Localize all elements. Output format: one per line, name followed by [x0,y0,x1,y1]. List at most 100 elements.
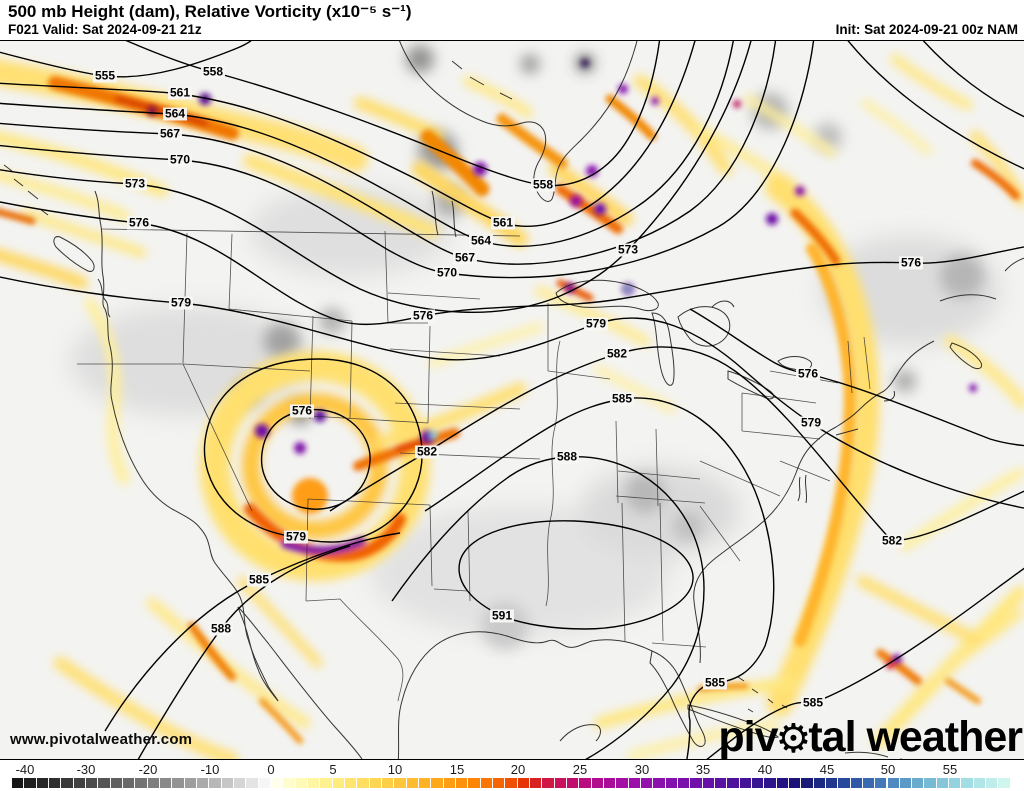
colorbar-segment [24,778,37,788]
contour-label: 561 [490,215,516,230]
cuba [687,704,779,738]
watermark-url: www.pivotalweather.com [10,731,193,748]
colorbar-tick: -40 [15,762,35,777]
colorbar-segment [986,778,999,788]
contour-label: 585 [246,572,272,587]
contour-label: 576 [289,403,315,418]
colorbar-segment [529,778,543,788]
contour-label: 588 [554,449,580,464]
contour-label: 585 [609,391,635,406]
logo-text-left: piv [718,713,778,760]
colorbar-segment [492,778,506,788]
colorbar-tick: 5 [329,762,337,777]
colorbar-segment [480,778,493,788]
contour-label: 567 [452,250,478,265]
lake-huron [677,300,735,347]
colorbar-segment [295,778,308,788]
colorbar-segment [160,778,173,788]
colorbar-segment [468,778,481,788]
contour-570 [0,41,815,279]
colorbar-segment [505,778,518,788]
puget-sound [97,278,111,318]
yucatan [559,724,601,742]
contour-588 [391,455,705,759]
colorbar-segment [12,778,25,788]
colorbar-segment [813,778,826,788]
colorbar-segment [209,778,222,788]
colorbar-segment [418,778,432,788]
colorbar-segment [455,778,469,788]
colorbar-segment [677,778,691,788]
contour-label: 576 [795,366,821,381]
contour-label: 582 [414,444,440,459]
colorbar-segment [221,778,234,788]
colorbar-segment [961,778,974,788]
long-island-cape-cod [835,390,895,436]
colorbar-segment [628,778,641,788]
contour-561 [0,41,696,227]
colorbar-segment [135,778,148,788]
colorbar-segment [307,778,321,788]
contour-567 [0,41,777,265]
lake-ontario [777,356,813,371]
colorbar-tick: 55 [942,762,958,777]
colorbar-segment [838,778,851,788]
colorbar-segment [36,778,50,788]
contour-label: 576 [126,215,152,230]
state-borders-layer [77,228,871,702]
contour-label: 582 [879,533,905,548]
colorbar-segment [147,778,161,788]
contour-label: 576 [898,255,924,270]
bc-islands [3,164,49,216]
colorbar-segment [381,778,395,788]
map-canvas [0,41,1024,759]
contour-label: 591 [489,608,515,623]
contour-upper-right-a [847,41,1024,170]
page-title: 500 mb Height (dam), Relative Vorticity … [8,2,412,21]
colorbar-segment [406,778,419,788]
colorbar-segment [899,778,913,788]
colorbar-segment [344,778,358,788]
colorbar-segment [788,778,802,788]
contour-upper-right-b [922,41,1024,118]
colorbar-tick: -20 [138,762,158,777]
colorbar-segment [123,778,136,788]
colorbar-segment [98,778,111,788]
colorbar-segment [776,778,789,788]
colorbar-segment [702,778,715,788]
contour-label: 570 [167,152,193,167]
colorbar-segment [887,778,900,788]
colorbar-segment [443,778,456,788]
contour-label: 558 [530,177,556,192]
colorbar-tick: 25 [572,762,588,777]
colorbar-segment [924,778,937,788]
colorbar-segment [998,778,1011,788]
colorbar-segment [875,778,888,788]
colorbar-segment [394,778,407,788]
contour-576 [0,201,1024,326]
colorbar-segment [271,778,284,788]
colorbar-segment [801,778,814,788]
colorbar-segment [49,778,62,788]
gulf-of-st-lawrence [939,257,1024,302]
hispaniola [844,751,904,759]
florida-peninsula [649,650,706,747]
colorbar-segment [332,778,345,788]
colorbar-segment [73,778,87,788]
contour-label: 582 [604,346,630,361]
gulf-coast [397,631,653,759]
colorbar-tick: 15 [449,762,465,777]
mississippi-river [545,340,561,607]
valid-time-label: F021 Valid: Sat 2024-09-21 21z [8,22,202,37]
contour-label: 588 [208,621,234,636]
contour-555 [0,41,252,78]
contour-label: 573 [615,242,641,257]
contour-label: 570 [434,265,460,280]
pacific-coastline [94,190,279,702]
colorbar-segment [246,778,259,788]
colorbar-segment [591,778,604,788]
header: 500 mb Height (dam), Relative Vorticity … [0,0,1024,40]
colorbar-segment [234,778,247,788]
gear-icon: ⚙ [775,717,812,760]
contour-label: 579 [583,316,609,331]
